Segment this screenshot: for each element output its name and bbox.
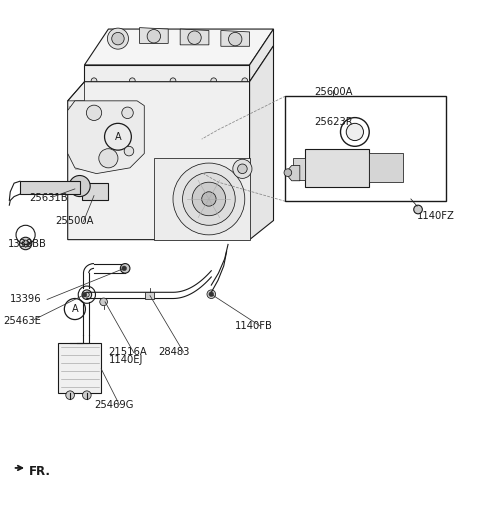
Circle shape <box>188 31 201 44</box>
Circle shape <box>100 298 108 306</box>
Text: 1140FB: 1140FB <box>235 321 273 331</box>
Polygon shape <box>221 30 250 46</box>
Text: 1140FZ: 1140FZ <box>417 211 455 220</box>
Circle shape <box>112 33 124 45</box>
Polygon shape <box>68 106 113 119</box>
Text: FR.: FR. <box>28 465 50 478</box>
Polygon shape <box>68 82 250 240</box>
Bar <box>286 96 446 201</box>
Circle shape <box>228 33 242 46</box>
Polygon shape <box>154 158 250 240</box>
Circle shape <box>120 264 130 273</box>
Polygon shape <box>145 292 154 300</box>
Text: 25463E: 25463E <box>3 316 41 326</box>
Circle shape <box>122 266 127 271</box>
Circle shape <box>66 391 74 399</box>
Polygon shape <box>305 149 369 187</box>
Circle shape <box>192 182 226 216</box>
Polygon shape <box>75 156 120 169</box>
Text: 13396: 13396 <box>10 295 42 304</box>
Text: 21516A: 21516A <box>108 347 147 357</box>
Circle shape <box>83 391 91 399</box>
Circle shape <box>233 159 252 178</box>
Polygon shape <box>82 183 108 200</box>
Text: 25469G: 25469G <box>94 400 133 410</box>
Polygon shape <box>84 29 274 65</box>
Circle shape <box>99 149 118 168</box>
Polygon shape <box>72 139 118 152</box>
Circle shape <box>86 105 102 120</box>
Polygon shape <box>369 153 403 182</box>
Circle shape <box>82 290 92 300</box>
Circle shape <box>242 78 248 84</box>
Text: 25600A: 25600A <box>314 87 353 97</box>
Circle shape <box>209 292 214 297</box>
Polygon shape <box>250 46 274 240</box>
Circle shape <box>346 123 363 141</box>
Circle shape <box>207 290 216 299</box>
Text: 28483: 28483 <box>158 347 190 357</box>
Circle shape <box>82 292 87 297</box>
Polygon shape <box>180 29 209 45</box>
Polygon shape <box>20 181 80 194</box>
Circle shape <box>414 205 422 214</box>
Text: A: A <box>72 304 78 314</box>
Text: 25623R: 25623R <box>314 117 353 128</box>
Circle shape <box>202 192 216 206</box>
Circle shape <box>91 78 97 84</box>
Circle shape <box>19 237 32 250</box>
Circle shape <box>211 78 216 84</box>
Polygon shape <box>68 101 144 174</box>
Text: 1338BB: 1338BB <box>8 239 47 249</box>
Circle shape <box>22 240 29 247</box>
Text: A: A <box>115 132 121 142</box>
Circle shape <box>124 146 134 156</box>
Text: 39220G: 39220G <box>306 153 346 163</box>
Circle shape <box>122 107 133 118</box>
Circle shape <box>69 175 90 197</box>
Polygon shape <box>293 158 305 180</box>
Circle shape <box>182 173 235 225</box>
Circle shape <box>238 164 247 174</box>
Polygon shape <box>250 29 274 82</box>
Polygon shape <box>140 27 168 43</box>
Text: 25500A: 25500A <box>56 216 94 227</box>
Circle shape <box>173 163 245 235</box>
Circle shape <box>108 28 129 49</box>
Text: 25631B: 25631B <box>29 193 68 203</box>
Text: 1140EJ: 1140EJ <box>108 355 143 365</box>
Circle shape <box>84 292 89 297</box>
Polygon shape <box>70 122 116 136</box>
Polygon shape <box>289 166 300 181</box>
Polygon shape <box>84 65 250 82</box>
Polygon shape <box>58 342 101 393</box>
Circle shape <box>284 169 292 176</box>
Circle shape <box>170 78 176 84</box>
Circle shape <box>130 78 135 84</box>
Circle shape <box>147 29 160 43</box>
